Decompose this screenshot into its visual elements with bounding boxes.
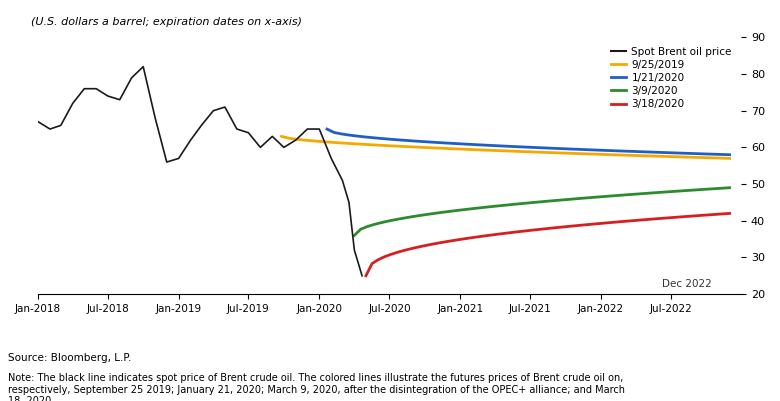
Text: (U.S. dollars a barrel; expiration dates on x-axis): (U.S. dollars a barrel; expiration dates… [31, 17, 302, 27]
Text: Source: Bloomberg, L.P.: Source: Bloomberg, L.P. [8, 353, 131, 363]
Text: Dec 2022: Dec 2022 [661, 279, 711, 289]
Text: Note: The black line indicates spot price of Brent crude oil. The colored lines : Note: The black line indicates spot pric… [8, 373, 625, 401]
Legend: Spot Brent oil price, 9/25/2019, 1/21/2020, 3/9/2020, 3/18/2020: Spot Brent oil price, 9/25/2019, 1/21/20… [606, 43, 736, 113]
